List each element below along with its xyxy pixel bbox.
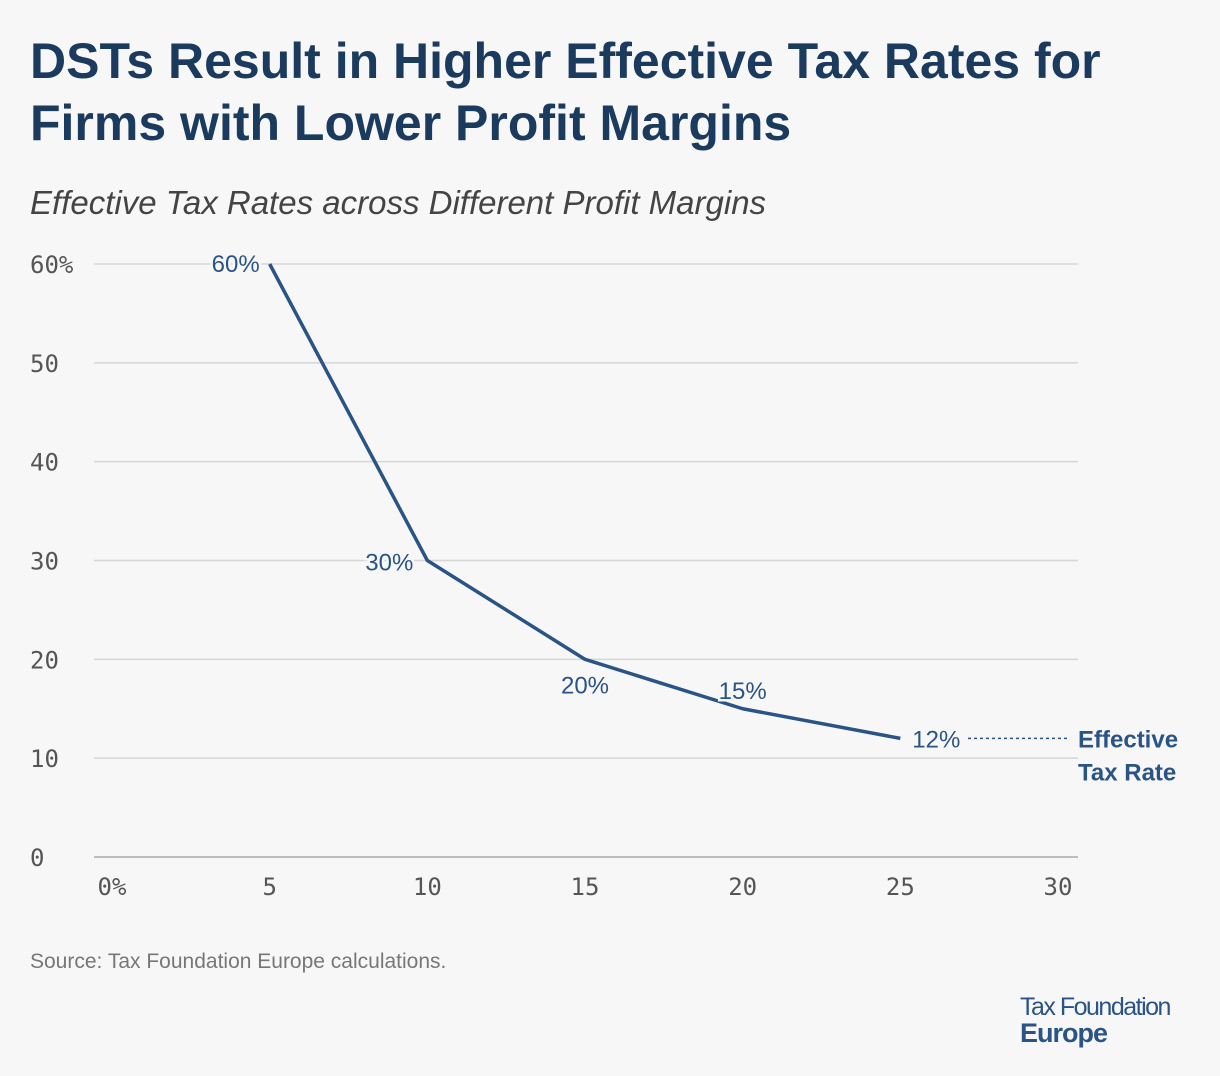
x-tick-label: 15 <box>571 873 600 901</box>
y-tick-label: 0 <box>30 844 44 872</box>
data-label: 20% <box>561 672 609 699</box>
x-tick-label: 30 <box>1044 873 1073 901</box>
y-tick-label: 20 <box>30 646 59 674</box>
y-tick-label: 40 <box>30 449 59 477</box>
chart-title: DSTs Result in Higher Effective Tax Rate… <box>30 33 1101 151</box>
x-tick-label: 20 <box>728 873 757 901</box>
data-label: 12% <box>912 726 960 753</box>
tax-foundation-europe-logo: Tax Foundation Europe <box>1020 993 1171 1048</box>
chart-subtitle: Effective Tax Rates across Different Pro… <box>30 184 767 221</box>
data-label: 30% <box>365 550 413 577</box>
y-tick-label: 10 <box>30 745 59 773</box>
y-tick-label: 30 <box>30 548 59 576</box>
series-legend-label-line2: Tax Rate <box>1078 759 1176 786</box>
y-tick-label: 60% <box>30 251 74 279</box>
source-note: Source: Tax Foundation Europe calculatio… <box>30 950 447 973</box>
series-line <box>268 263 901 741</box>
x-tick-label: 0% <box>98 873 127 901</box>
x-tick-label: 5 <box>262 873 276 901</box>
x-tick-label: 25 <box>886 873 915 901</box>
series-legend-label-line1: Effective <box>1078 726 1178 753</box>
data-label: 60% <box>212 251 260 278</box>
logo-line-1: Tax Foundation <box>1020 993 1171 1021</box>
y-tick-label: 50 <box>30 350 59 378</box>
data-label: 15% <box>719 678 767 705</box>
logo-line-2: Europe <box>1020 1018 1108 1048</box>
x-tick-label: 10 <box>413 873 442 901</box>
